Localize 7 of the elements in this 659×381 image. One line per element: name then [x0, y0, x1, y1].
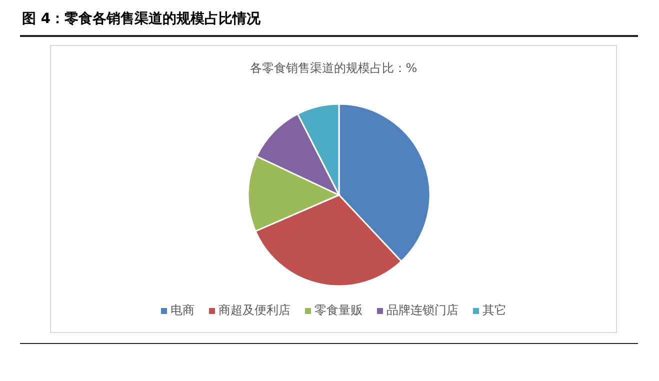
legend-label: 零食量贩 — [314, 302, 362, 319]
legend-label: 电商 — [170, 302, 194, 319]
legend-label: 其它 — [482, 302, 506, 319]
chart-subtitle: 各零食销售渠道的规模占比：% — [248, 60, 418, 77]
legend-label: 品牌连锁门店 — [386, 302, 458, 319]
chart-title: 图 4：零食各销售渠道的规模占比情况 — [22, 10, 261, 28]
legend-label: 商超及便利店 — [218, 302, 290, 319]
